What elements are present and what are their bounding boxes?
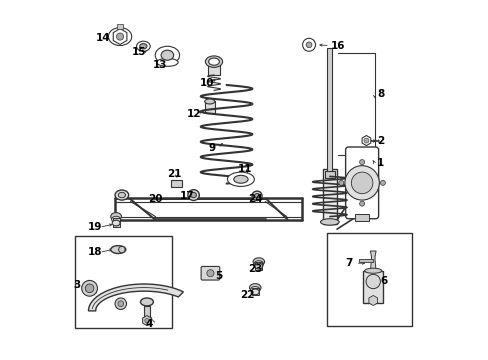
Circle shape: [359, 201, 364, 206]
Bar: [208, 60, 219, 75]
Text: 14: 14: [96, 33, 110, 43]
Ellipse shape: [205, 56, 222, 67]
Text: 6: 6: [379, 276, 386, 286]
Ellipse shape: [254, 263, 262, 269]
Ellipse shape: [250, 287, 260, 293]
Bar: [354, 214, 368, 221]
Circle shape: [118, 301, 123, 307]
Ellipse shape: [249, 284, 261, 292]
Bar: [363, 271, 383, 303]
Text: 13: 13: [153, 59, 167, 69]
Polygon shape: [88, 284, 183, 311]
Text: 3: 3: [73, 280, 80, 290]
Text: 12: 12: [187, 109, 201, 119]
Ellipse shape: [254, 261, 263, 267]
Circle shape: [305, 42, 311, 48]
Circle shape: [344, 166, 379, 200]
FancyBboxPatch shape: [201, 266, 219, 280]
Text: 21: 21: [167, 168, 182, 179]
Ellipse shape: [204, 99, 214, 104]
Ellipse shape: [161, 50, 173, 60]
Text: 15: 15: [131, 46, 146, 57]
Bar: [326, 48, 332, 173]
Circle shape: [302, 39, 315, 51]
Text: 22: 22: [240, 291, 254, 301]
Polygon shape: [142, 316, 151, 325]
Bar: [324, 171, 334, 178]
Bar: [322, 169, 336, 224]
Ellipse shape: [187, 190, 199, 201]
Bar: [326, 233, 411, 326]
Bar: [171, 180, 182, 187]
Text: 1: 1: [376, 158, 384, 168]
Bar: [358, 259, 372, 262]
Bar: [144, 306, 149, 317]
Circle shape: [359, 159, 364, 165]
Ellipse shape: [156, 58, 178, 66]
Circle shape: [85, 284, 94, 293]
Ellipse shape: [233, 175, 247, 183]
Circle shape: [116, 33, 123, 40]
Text: 19: 19: [87, 222, 102, 232]
Text: 18: 18: [87, 247, 102, 257]
Circle shape: [144, 319, 149, 323]
Ellipse shape: [111, 216, 121, 223]
Circle shape: [81, 280, 97, 296]
Text: 11: 11: [237, 164, 251, 174]
Ellipse shape: [118, 192, 125, 198]
Text: 20: 20: [147, 194, 162, 204]
Polygon shape: [369, 251, 375, 271]
Ellipse shape: [364, 268, 381, 273]
Polygon shape: [361, 135, 370, 145]
Circle shape: [366, 274, 380, 289]
Ellipse shape: [110, 246, 125, 253]
Circle shape: [351, 172, 372, 194]
Text: 16: 16: [330, 41, 345, 50]
Bar: [112, 218, 120, 226]
Bar: [255, 262, 262, 270]
Bar: [251, 288, 258, 296]
Ellipse shape: [190, 192, 196, 198]
Ellipse shape: [136, 41, 150, 51]
Text: 9: 9: [208, 143, 215, 153]
Bar: [117, 24, 122, 29]
Text: 17: 17: [180, 191, 194, 201]
Circle shape: [380, 180, 385, 185]
Text: 2: 2: [376, 136, 384, 145]
Ellipse shape: [251, 289, 259, 295]
Ellipse shape: [119, 246, 125, 253]
Polygon shape: [368, 296, 377, 306]
Ellipse shape: [140, 44, 147, 49]
Text: 24: 24: [247, 194, 262, 204]
Text: 7: 7: [344, 258, 351, 268]
Ellipse shape: [140, 298, 153, 306]
Text: 8: 8: [376, 89, 384, 99]
Ellipse shape: [208, 58, 219, 65]
Circle shape: [206, 270, 214, 277]
Ellipse shape: [108, 28, 131, 45]
Text: 4: 4: [145, 319, 153, 329]
Circle shape: [115, 298, 126, 310]
Ellipse shape: [253, 258, 264, 266]
FancyBboxPatch shape: [345, 147, 378, 219]
Circle shape: [363, 138, 368, 143]
Ellipse shape: [155, 46, 179, 64]
Circle shape: [338, 180, 343, 185]
Text: 23: 23: [247, 264, 262, 274]
Polygon shape: [113, 29, 126, 44]
Bar: [75, 235, 172, 328]
Text: 5: 5: [215, 271, 222, 281]
Ellipse shape: [251, 191, 262, 201]
Ellipse shape: [110, 213, 121, 221]
Ellipse shape: [254, 193, 259, 198]
Ellipse shape: [227, 172, 254, 186]
Ellipse shape: [112, 220, 120, 226]
Bar: [204, 102, 214, 113]
Ellipse shape: [320, 219, 339, 225]
Ellipse shape: [115, 190, 128, 200]
Text: 10: 10: [199, 78, 214, 88]
